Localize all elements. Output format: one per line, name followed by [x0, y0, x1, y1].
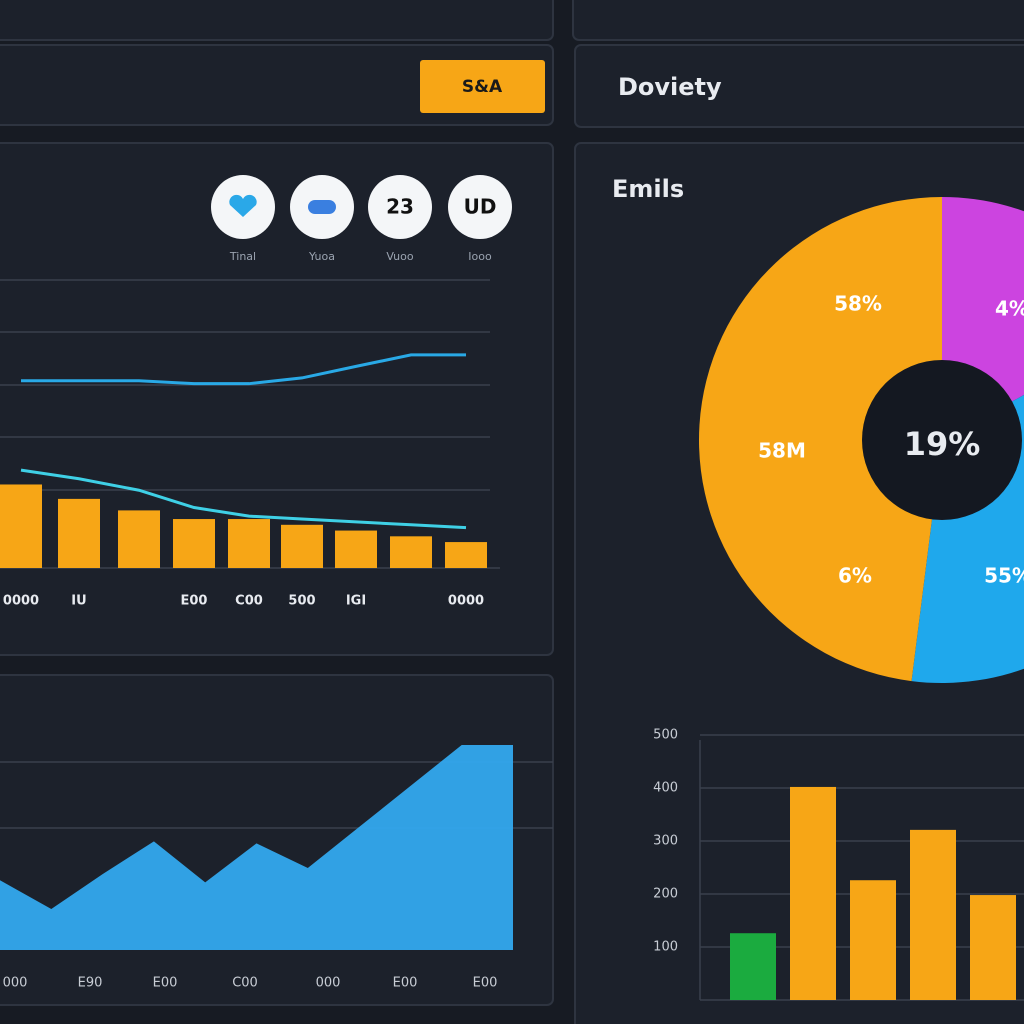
panel [0, 0, 554, 41]
icon-label: Vuoo [386, 250, 413, 263]
x-tick-label: E00 [153, 976, 178, 991]
slice-label: 55% [984, 564, 1024, 588]
slice-label: 58M [758, 439, 806, 463]
y-tick-label: 100 [653, 940, 678, 955]
chart-title: Emils [612, 175, 684, 203]
bar [730, 933, 776, 1000]
x-tick-label: 000 [316, 976, 341, 991]
bar [445, 542, 487, 568]
x-tick-label: C00 [235, 594, 263, 609]
pie-slice [698, 197, 942, 682]
panel [572, 0, 1024, 41]
icon-label: Iooo [468, 250, 492, 263]
y-tick-label: 200 [653, 887, 678, 902]
toolbar-panel [0, 44, 554, 126]
line [21, 353, 466, 386]
x-tick-label: E00 [393, 976, 418, 991]
bar [970, 895, 1016, 1000]
y-tick-label: 300 [653, 834, 678, 849]
pill-icon [308, 200, 336, 214]
button-label[interactable]: S&A [462, 77, 503, 97]
bar [118, 510, 160, 568]
icon-glyph: UD [464, 195, 497, 219]
bar [910, 829, 956, 1000]
icon-label: Tinal [229, 250, 256, 263]
x-tick-label: C00 [232, 976, 258, 991]
area [0, 745, 513, 950]
heart-icon [229, 194, 257, 217]
bar [390, 536, 432, 568]
bar [281, 524, 323, 568]
y-tick-label: 400 [653, 781, 678, 796]
icon-button[interactable] [448, 175, 512, 239]
bar [0, 484, 42, 568]
slice-label: 4% [995, 297, 1024, 321]
x-tick-label: IGI [346, 594, 366, 609]
x-tick-label: 0000 [3, 594, 39, 609]
bar [850, 880, 896, 1000]
header-panel [574, 44, 1024, 128]
bar [58, 498, 100, 568]
slice-label: 58% [834, 292, 882, 316]
x-tick-label: E00 [181, 594, 208, 609]
x-tick-label: 0000 [448, 594, 484, 609]
bar [173, 519, 215, 568]
slice-label: 6% [838, 564, 872, 588]
x-tick-label: 000 [3, 976, 28, 991]
y-tick-label: 500 [653, 728, 678, 743]
center-label: 19% [904, 425, 981, 463]
bar [335, 530, 377, 568]
x-tick-label: E00 [473, 976, 498, 991]
bar [790, 786, 836, 1000]
x-tick-label: 500 [288, 594, 315, 609]
x-tick-label: IU [71, 594, 86, 609]
button[interactable] [420, 60, 545, 113]
donut-hole [862, 360, 1022, 520]
header-title: Doviety [618, 73, 722, 101]
icon-button[interactable] [368, 175, 432, 239]
line [20, 468, 467, 530]
bar [228, 519, 270, 568]
icon-glyph: 23 [386, 195, 414, 219]
x-tick-label: E90 [78, 976, 103, 991]
icon-label: Yuoa [308, 250, 335, 263]
